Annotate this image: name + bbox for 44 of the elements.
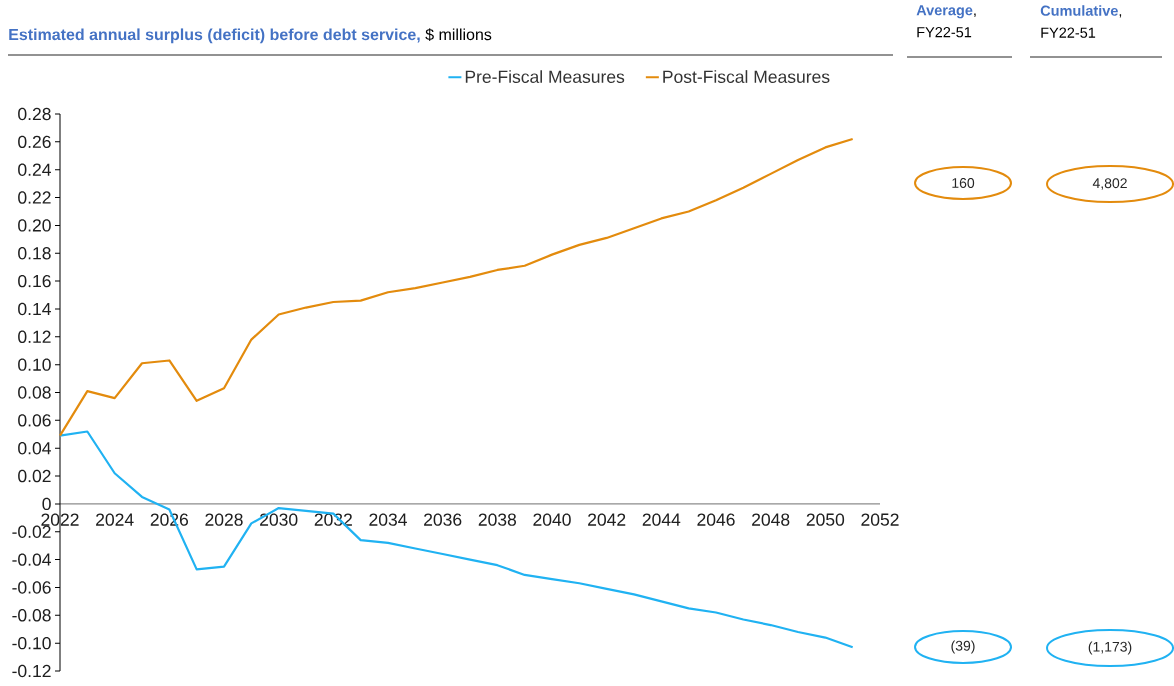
x-tick-label: 2024 [96,513,134,526]
y-tick-label: 0.16 [18,274,51,288]
text: (39) [951,640,975,654]
y-tick-label: 0.26 [18,135,51,149]
y-tick-label: 0.22 [18,191,51,204]
text: (1,173) [1088,641,1132,655]
y-tick-label: 0.02 [18,469,51,483]
y-tick-label: -0.10 [12,636,51,650]
text: 4,802 [1092,178,1127,190]
x-tick-label: 2044 [642,513,681,526]
y-tick-label: -0.08 [12,609,51,622]
y-tick-label: 0.18 [18,247,51,260]
y-tick-label: 0.08 [18,386,51,399]
y-tick-label: 0.28 [18,107,51,121]
y-tick-label: 0.06 [18,414,51,427]
x-tick-label: 2042 [588,513,626,526]
y-tick-label: 0.12 [18,330,51,343]
chart-title: Estimated annual surplus (deficit) before debt service, $ millions [9,28,492,44]
x-tick-label: 2034 [369,513,407,526]
x-tick-label: 2038 [478,513,517,526]
legend-label: Post-Fiscal Measures [663,70,830,84]
text: Average, FY22-51 [916,5,976,38]
y-tick-label: 0 [42,497,51,511]
x-tick-label: 2050 [806,513,845,526]
x-tick-label: 2036 [424,513,462,526]
y-tick-label: -0.02 [12,525,51,538]
y-tick-label: -0.12 [12,664,51,678]
x-tick-label: 2040 [533,513,571,526]
y-tick-label: 0.20 [18,219,51,232]
x-tick-label: 2030 [260,513,298,526]
y-tick-label: 0.04 [18,442,51,455]
x-tick-label: 2046 [697,513,735,526]
x-tick-label: 2052 [861,513,899,526]
y-tick-label: 0.14 [18,302,51,316]
text: Cumulative, FY22-51 [1040,5,1122,38]
legend-label: Pre-Fiscal Measures [465,70,625,84]
y-tick-label: 0.24 [18,163,51,176]
y-tick-label: -0.06 [12,581,51,594]
y-tick-label: 0.10 [18,358,51,371]
x-tick-label: 2048 [752,513,790,526]
y-tick-label: -0.04 [12,553,51,566]
line-series [58,137,854,437]
x-tick-label: 2028 [205,513,243,526]
text: 160 [952,178,975,188]
